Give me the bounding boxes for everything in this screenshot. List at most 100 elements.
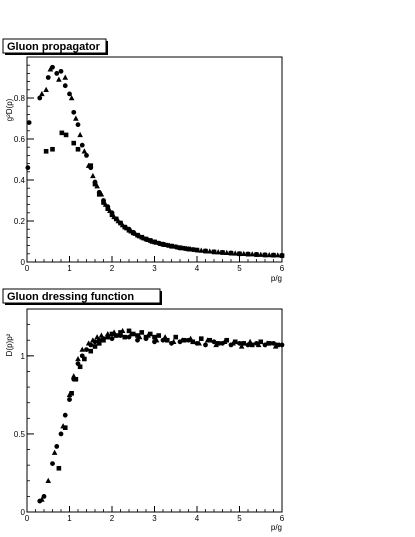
data-point-triangle [81,148,88,154]
data-point-square [56,465,62,471]
data-point-circle [58,68,64,74]
data-point-square [169,243,174,249]
data-point-triangle [73,115,79,121]
data-point-triangle [238,343,245,349]
data-point-square [237,251,242,257]
data-point-circle [26,120,32,125]
chart-title-2: Gluon dressing function [7,291,134,303]
data-point-circle [50,461,55,466]
data-point-square [181,337,187,343]
panel-gluon-propagator: Gluon propagator 0 1 2 3 4 5 6 0 0.2 0.4 0.6 0.8 g²… [2,38,285,283]
data-point-square [139,330,145,335]
x-tick-label: 6 [280,264,285,273]
data-point-square [164,337,170,343]
data-point-triangle [79,346,86,352]
data-point-square [43,149,49,154]
data-point-square [109,331,115,337]
data-point-triangle [215,249,222,255]
data-point-circle [54,71,60,76]
data-point-square [147,238,153,243]
data-point-circle [75,122,81,128]
data-point-square [177,245,183,251]
data-point-square [232,339,238,345]
data-point-square [63,132,69,138]
data-point-circle [45,75,51,80]
title-box-shadow-2 [5,303,162,305]
data-point-circle [84,153,89,158]
data-point-triangle [255,341,262,348]
data-point-triangle [51,449,58,455]
data-point-circle [62,412,68,418]
data-point-square [152,239,157,245]
x-axis-label-1: p/g [271,274,282,283]
data-point-square [266,341,272,346]
data-point-circle [237,340,242,346]
data-point-square [173,334,179,340]
title-box-shadow-side-2 [160,291,162,305]
data-point-triangle [198,247,205,253]
x-tick-label: 5 [237,264,242,273]
data-point-triangle [196,340,202,346]
x-tick-label: 2 [110,514,115,523]
data-point-square [262,252,268,258]
data-point-triangle [56,76,62,82]
x-tick-label: 5 [237,514,242,523]
data-point-triangle [206,248,213,254]
data-point-circle [211,339,217,345]
data-point-square [215,341,221,346]
y-tick-label: 0.6 [14,135,26,144]
y-tick-label: 1 [21,352,26,361]
data-point-square [156,333,162,338]
data-point-circle [25,165,31,171]
data-point-square [50,146,55,152]
data-point-square [241,341,247,346]
x-tick-label: 3 [152,514,157,523]
data-point-square [135,333,140,338]
data-point-square [271,252,276,258]
data-point-square [88,348,94,354]
data-point-triangle [68,95,75,101]
x-tick-label: 0 [25,514,30,523]
data-point-circle [54,444,60,449]
data-point-triangle [223,249,230,255]
data-point-triangle [257,251,264,257]
data-point-square [139,234,145,240]
marks-2 [37,327,285,504]
data-point-square [203,248,208,254]
x-tick-label: 2 [110,264,115,273]
data-point-square [122,224,128,230]
data-point-square [92,181,98,187]
data-point-square [75,146,81,152]
data-point-square [59,130,65,136]
x-tick-label: 4 [195,514,200,523]
data-point-square [275,342,281,348]
data-point-circle [67,397,72,402]
data-point-square [228,250,234,256]
data-point-square [147,331,153,337]
data-point-square [71,140,77,146]
data-point-square [88,163,94,168]
title-box-shadow-1 [5,53,108,55]
title-box-shadow-side-1 [106,41,108,55]
data-point-square [96,341,102,346]
data-point-triangle [266,252,273,258]
x-axis-label-2: p/g [271,523,282,532]
data-point-square [126,328,132,334]
data-point-square [69,391,74,396]
data-point-square [245,251,251,257]
data-point-square [279,253,285,258]
data-point-square [113,333,119,338]
data-point-circle [84,347,89,352]
data-point-triangle [45,477,52,483]
data-point-square [122,334,128,340]
data-point-square [105,206,111,211]
data-point-triangle [153,337,160,343]
data-point-square [160,242,166,247]
y-tick-label: 0.5 [14,430,26,439]
data-point-circle [271,340,276,346]
data-point-square [207,337,213,343]
data-point-square [186,246,191,252]
y-axis-label-2: D(p)p² [5,333,14,356]
y-tick-label: 0.2 [14,217,26,226]
